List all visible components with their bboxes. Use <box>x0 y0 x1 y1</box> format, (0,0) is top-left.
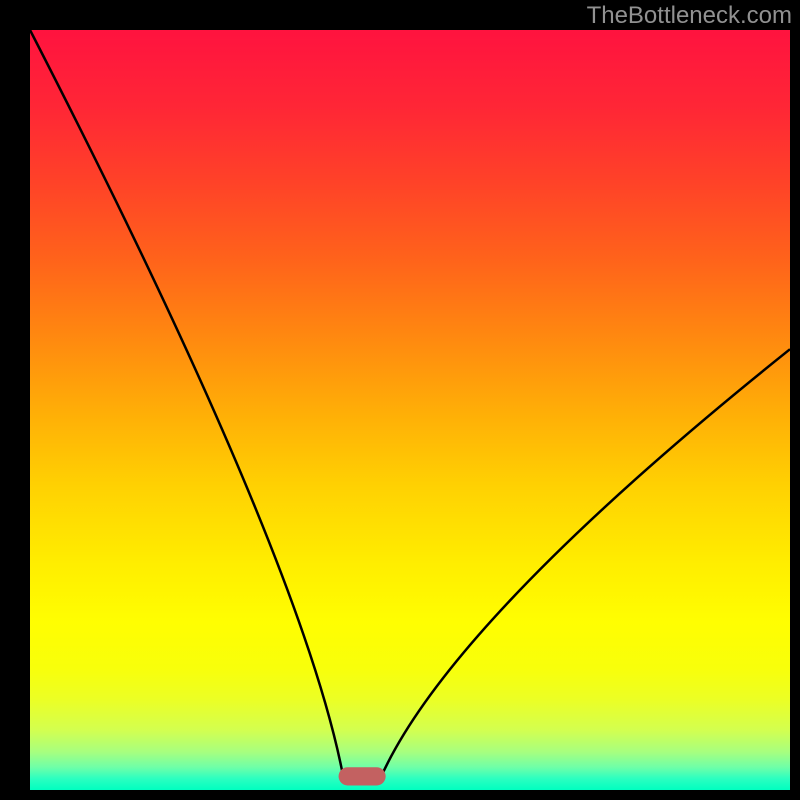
bottleneck-marker <box>339 767 386 785</box>
watermark-text: TheBottleneck.com <box>587 2 792 30</box>
chart-container: TheBottleneck.com <box>0 0 800 800</box>
gradient-background <box>30 30 790 790</box>
bottleneck-chart <box>0 0 800 800</box>
